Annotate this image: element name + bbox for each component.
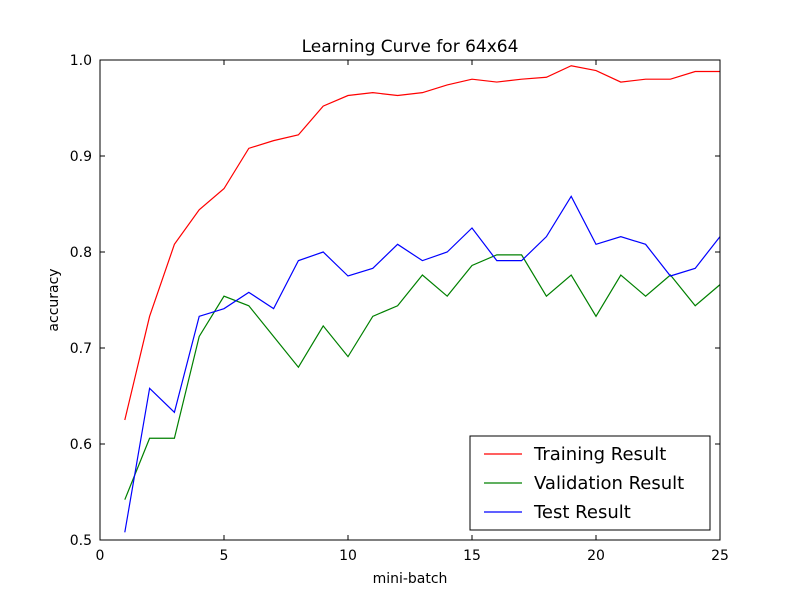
y-axis-title: accuracy (46, 268, 62, 331)
x-tick-label: 20 (587, 548, 605, 564)
y-tick-label: 0.6 (70, 437, 92, 453)
x-tick-label: 0 (96, 548, 105, 564)
plot-area: 0 5 10 15 20 25 0.5 0.6 0.7 0.8 0.9 1.0 (70, 53, 729, 564)
plot-frame (99, 59, 721, 541)
x-tick-label: 5 (220, 548, 229, 564)
series-line-validation-result (124, 254, 721, 500)
y-tick-label: 0.5 (70, 533, 92, 549)
legend-label: Test Result (533, 502, 631, 523)
y-tick-label: 1.0 (70, 53, 92, 69)
x-tick-label: 10 (339, 548, 357, 564)
chart-title: Learning Curve for 64x64 (302, 37, 519, 57)
legend-label: Validation Result (534, 473, 684, 494)
series-line-training-result (124, 65, 720, 421)
legend: Training Result Validation Result Test Res… (469, 435, 711, 531)
legend-label: Training Result (533, 444, 666, 465)
series-line-test-result (124, 195, 721, 533)
x-tick-label: 25 (711, 548, 729, 564)
y-tick-label: 0.7 (70, 341, 92, 357)
y-tick-label: 0.8 (70, 245, 92, 261)
x-axis-title: mini-batch (373, 571, 448, 587)
y-tick-label: 0.9 (70, 149, 92, 165)
x-tick-label: 15 (463, 548, 481, 564)
